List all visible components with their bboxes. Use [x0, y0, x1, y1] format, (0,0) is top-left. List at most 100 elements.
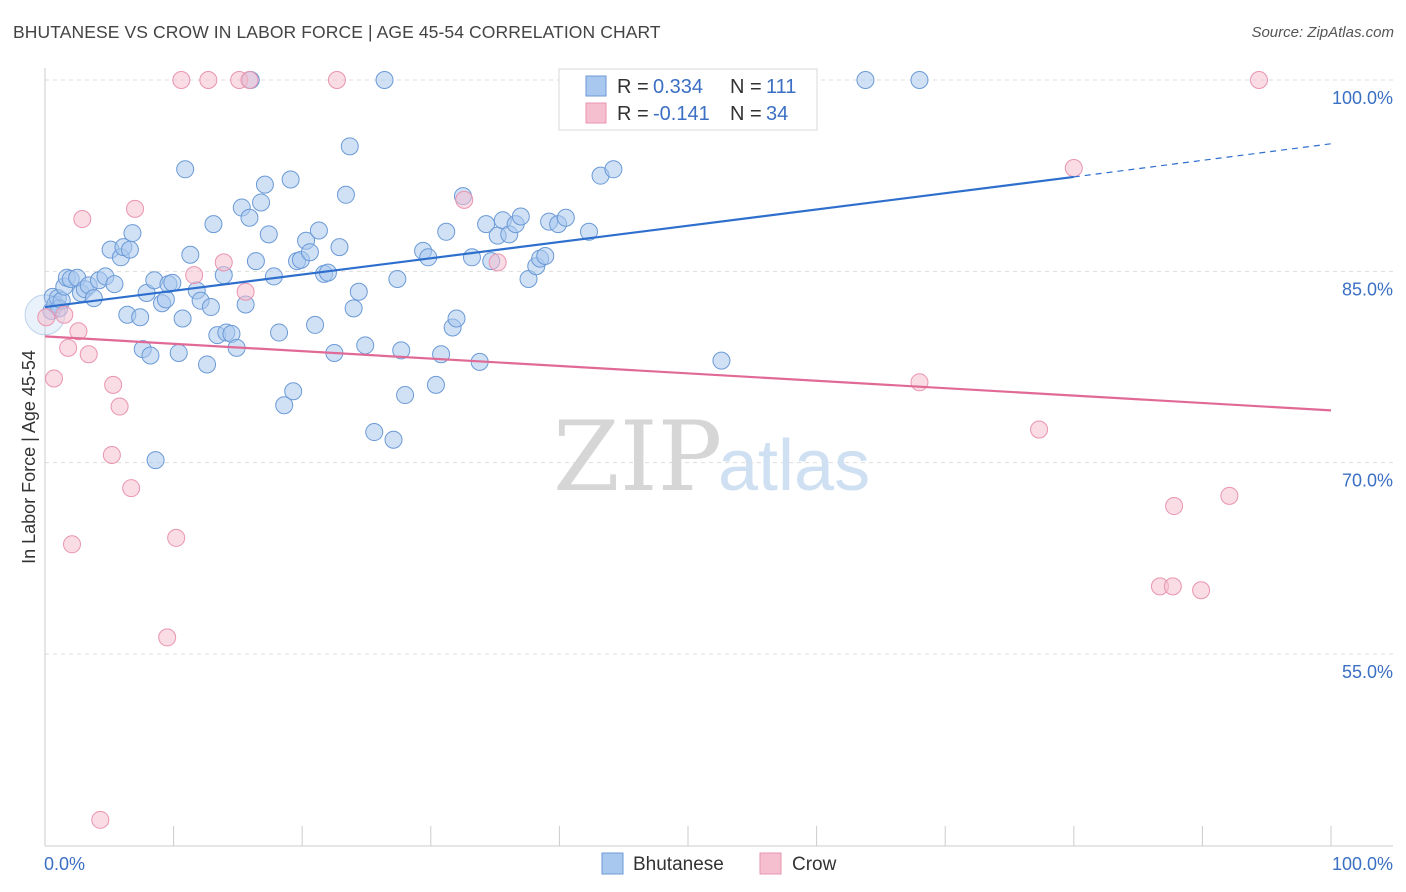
bhutanese-point-72 [349, 282, 368, 301]
bhutanese-point-107 [712, 351, 731, 370]
bhutanese-point-63 [306, 315, 325, 334]
x-tick-label-min: 0.0% [44, 854, 85, 874]
bhutanese-point-55 [270, 323, 289, 342]
crow-point-9 [102, 446, 121, 465]
legend-n-value-2: 34 [766, 103, 788, 125]
chart-title: BHUTANESE VS CROW IN LABOR FORCE | AGE 4… [13, 22, 661, 42]
legend-r-value-2: -0.141 [653, 103, 710, 125]
watermark-atlas: atlas [718, 426, 870, 506]
bhutanese-point-69 [336, 185, 355, 204]
crow-point-24 [455, 190, 474, 209]
bhutanese-point-58 [284, 382, 303, 401]
bhutanese-point-57 [281, 170, 300, 189]
bottom-legend-swatch-bhutanese [601, 852, 624, 875]
bhutanese-point-22 [123, 224, 142, 243]
bhutanese-point-52 [255, 175, 274, 194]
trend-lines [44, 143, 1332, 412]
y-tick-labels: 55.0% 70.0% 85.0% 100.0% [1332, 88, 1393, 682]
bhutanese-point-32 [163, 273, 182, 292]
bhutanese-point-39 [198, 355, 217, 374]
bhutanese-point-86 [447, 309, 466, 328]
crow-point-17 [185, 266, 204, 285]
source-label: Source: ZipAtlas.com [1251, 24, 1394, 41]
crow-point-2 [55, 305, 74, 324]
bhutanese-point-68 [330, 238, 349, 257]
bhutanese-point-74 [365, 423, 384, 442]
crow-point-3 [59, 338, 78, 357]
crow-point-0 [37, 308, 56, 327]
crow-point-7 [79, 345, 98, 364]
crow-point-1 [45, 369, 64, 388]
crow-point-12 [122, 479, 141, 498]
crow-point-4 [63, 535, 82, 554]
axes [44, 68, 1393, 847]
bhutanese-point-13 [84, 289, 103, 308]
crow-point-16 [172, 71, 191, 89]
bhutanese-point-90 [477, 215, 496, 234]
crow-point-28 [1064, 159, 1083, 178]
bottom-legend-label-crow: Crow [792, 854, 837, 875]
bhutanese-point-33 [169, 343, 188, 362]
bhutanese-point-28 [146, 451, 165, 470]
crow-point-14 [158, 628, 177, 647]
crow-point-15 [167, 528, 186, 547]
bhutanese-point-41 [204, 215, 223, 234]
crow-point-32 [1192, 581, 1211, 600]
bhutanese-point-49 [240, 208, 259, 227]
bhutanese-point-71 [344, 299, 363, 318]
bottom-legend-swatch-crow [759, 852, 782, 875]
crow-point-10 [104, 375, 123, 394]
crow-point-21 [240, 71, 259, 89]
bhutanese-point-35 [176, 160, 195, 179]
crow-point-18 [199, 71, 218, 89]
crow-point-31 [1165, 497, 1184, 516]
crow-point-30 [1163, 577, 1182, 596]
bhutanese-point-76 [384, 430, 403, 449]
bottom-legend-label-bhutanese: Bhutanese [633, 854, 724, 875]
y-tick-label-1: 70.0% [1342, 471, 1393, 491]
y-tick-label-2: 85.0% [1342, 279, 1393, 299]
bhutanese-point-109 [910, 71, 929, 89]
legend-n-value-1: 111 [766, 76, 796, 98]
bhutanese-point-84 [437, 222, 456, 241]
series-crow [37, 71, 1268, 829]
legend-n-label-1: N = [730, 76, 762, 98]
bhutanese-point-64 [309, 221, 328, 240]
bhutanese-point-106 [604, 160, 623, 179]
legend-r-label-1: R = [617, 76, 649, 98]
series-bhutanese [24, 71, 929, 470]
bhutanese-point-17 [105, 275, 124, 294]
legend-r-value-1: 0.334 [653, 76, 703, 98]
crow-point-25 [488, 253, 507, 272]
crow-point-27 [1030, 420, 1049, 439]
trend-line-bhutanese-extension [1073, 143, 1332, 178]
x-tick-label-max: 100.0% [1332, 854, 1393, 874]
bhutanese-point-53 [259, 225, 278, 244]
crow-point-19 [214, 253, 233, 272]
legend-n-label-2: N = [730, 103, 762, 125]
bhutanese-point-70 [340, 137, 359, 156]
bhutanese-point-96 [511, 207, 530, 226]
bhutanese-point-56 [275, 396, 294, 415]
bhutanese-point-82 [426, 375, 445, 394]
bhutanese-point-36 [181, 245, 200, 264]
bhutanese-point-40 [201, 298, 220, 317]
bhutanese-point-51 [252, 193, 271, 212]
bhutanese-point-62 [300, 243, 319, 262]
bhutanese-point-104 [579, 222, 598, 241]
watermark-zip: ZIP [553, 401, 722, 513]
watermark: ZIP atlas [553, 401, 870, 513]
crow-point-22 [236, 282, 255, 301]
bhutanese-point-26 [141, 346, 160, 365]
crow-point-6 [73, 210, 92, 229]
bhutanese-point-21 [120, 240, 139, 259]
crow-point-26 [910, 373, 929, 392]
crow-point-34 [1249, 71, 1268, 89]
trend-line-bhutanese [44, 175, 1074, 309]
y-tick-label-0: 55.0% [1342, 662, 1393, 682]
legend-swatch-crow [585, 102, 607, 124]
legend-r-label-2: R = [617, 103, 649, 125]
bhutanese-point-77 [388, 269, 407, 288]
stats-legend: R = 0.334 N = 111 R = -0.141 N = 34 [558, 68, 818, 131]
crow-point-23 [327, 71, 346, 89]
